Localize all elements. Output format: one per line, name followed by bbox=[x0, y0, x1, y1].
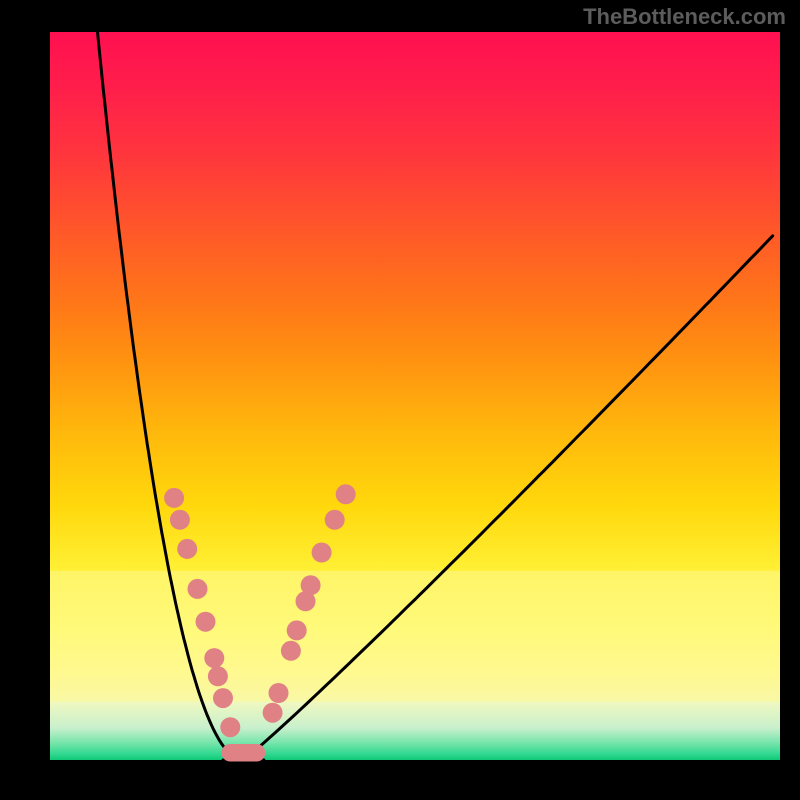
bottleneck-chart: TheBottleneck.com bbox=[0, 0, 800, 800]
marker-dot bbox=[301, 575, 321, 595]
highlight-band bbox=[50, 571, 780, 702]
marker-dot bbox=[164, 488, 184, 508]
marker-dot bbox=[188, 579, 208, 599]
marker-dot bbox=[196, 612, 216, 632]
marker-dot bbox=[170, 510, 190, 530]
marker-dot bbox=[287, 620, 307, 640]
marker-dot bbox=[204, 648, 224, 668]
marker-dot bbox=[220, 717, 240, 737]
marker-dot bbox=[336, 484, 356, 504]
marker-dot bbox=[269, 683, 289, 703]
marker-flat-segment bbox=[222, 744, 266, 762]
marker-dot bbox=[263, 703, 283, 723]
marker-dot bbox=[177, 539, 197, 559]
marker-dot bbox=[281, 641, 301, 661]
watermark-text: TheBottleneck.com bbox=[583, 4, 786, 29]
marker-dot bbox=[208, 666, 228, 686]
marker-dot bbox=[325, 510, 345, 530]
marker-dot bbox=[213, 688, 233, 708]
marker-dot bbox=[312, 543, 332, 563]
